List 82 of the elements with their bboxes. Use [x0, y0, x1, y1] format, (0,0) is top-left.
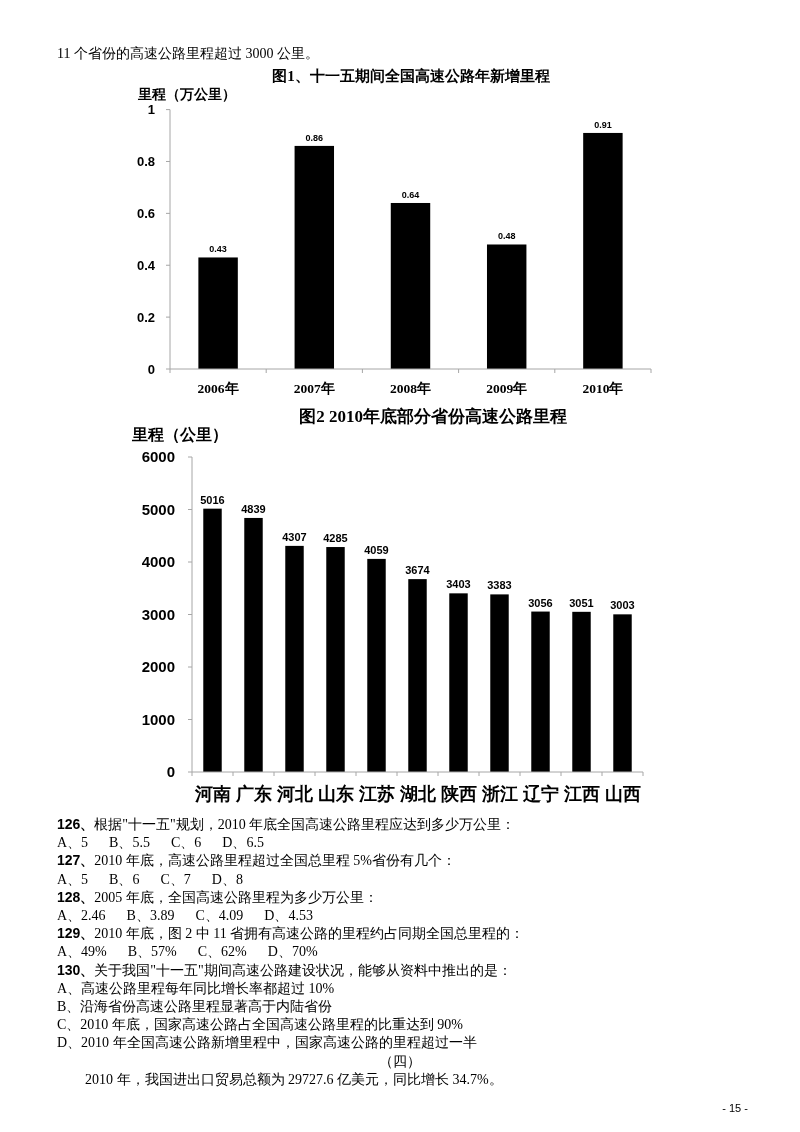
- data-label: 3056: [528, 596, 553, 609]
- x-tick-label: 河南: [193, 784, 231, 804]
- x-tick-label: 2008年: [390, 381, 431, 396]
- text: 2010 年，我国进出口贸易总额为 29727.6 亿美元，同比增长 34.7%。: [85, 1071, 503, 1087]
- bar: [203, 508, 222, 772]
- x-tick-label: 山东: [317, 784, 354, 804]
- text: （四）: [379, 1053, 421, 1069]
- data-label: 3674: [405, 564, 431, 577]
- bar: [244, 517, 263, 772]
- y-axis-title: 里程（公里）: [131, 426, 228, 444]
- data-label: 4285: [323, 532, 348, 545]
- y-tick-label: 5000: [141, 500, 175, 518]
- data-label: 0.86: [305, 132, 324, 143]
- bar: [390, 202, 431, 369]
- bar: [326, 547, 345, 772]
- y-tick-label: 0.6: [136, 206, 155, 222]
- y-tick-label: 1: [147, 102, 155, 118]
- text: A、高速公路里程每年同比增长率都超过 10%: [57, 980, 335, 996]
- bar: [367, 558, 386, 772]
- y-tick-label: 6000: [141, 448, 175, 466]
- data-label: 4059: [364, 543, 389, 556]
- text: - 15 -: [722, 1102, 749, 1114]
- bar: [572, 611, 591, 772]
- text: 11 个省份的高速公路里程超过 3000 公里。: [57, 46, 319, 61]
- x-tick-label: 辽宁: [521, 784, 559, 804]
- y-tick-label: 3000: [141, 605, 175, 623]
- data-label: 3383: [487, 579, 512, 592]
- bar: [285, 545, 304, 772]
- text: 128、2005 年底，全国高速公路里程为多少万公里：: [57, 888, 378, 905]
- bar: [198, 257, 238, 369]
- x-tick-label: 江苏: [357, 784, 395, 804]
- text: A、5 B、5.5 C、6 D、6.5: [57, 835, 264, 851]
- y-tick-label: 0: [147, 361, 155, 377]
- bar: [583, 132, 623, 369]
- y-tick-label: 0.4: [136, 257, 156, 273]
- data-label: 0.91: [594, 119, 612, 130]
- bar: [486, 244, 527, 369]
- data-label: 0.64: [401, 189, 420, 200]
- x-tick-label: 河北: [275, 784, 314, 804]
- y-tick-label: 0: [166, 763, 175, 781]
- chart-title: 图2 2010年底部分省份高速公路里程: [299, 407, 567, 426]
- x-tick-label: 浙江: [480, 784, 518, 804]
- x-tick-label: 2009年: [486, 381, 528, 396]
- data-label: 3051: [569, 596, 594, 609]
- x-tick-label: 江西: [562, 784, 600, 804]
- text: A、5 B、6 C、7 D、8: [57, 871, 243, 887]
- data-label: 0.43: [209, 244, 227, 255]
- text: 129、2010 年底，图 2 中 11 省拥有高速公路的里程约占同期全国总里程的：: [57, 925, 525, 942]
- text: D、2010 年全国高速公路新增里程中，国家高速公路的里程超过一半: [57, 1035, 477, 1051]
- text: 127、2010 年底，高速公路里程超过全国总里程 5%省份有几个：: [57, 852, 457, 869]
- data-label: 4307: [282, 530, 307, 543]
- data-label: 3003: [610, 599, 635, 612]
- bar: [294, 145, 335, 369]
- text: A、49% B、57% C、62% D、70%: [57, 944, 318, 960]
- text: A、2.46 B、3.89 C、4.09 D、4.53: [57, 908, 313, 923]
- y-tick-label: 0.2: [136, 309, 155, 325]
- y-tick-label: 2000: [141, 658, 175, 676]
- data-label: 5016: [200, 493, 225, 506]
- x-tick-label: 陕西: [440, 784, 477, 804]
- x-tick-label: 湖北: [398, 784, 437, 804]
- text: B、沿海省份高速公路里程显著高于内陆省份: [57, 999, 333, 1014]
- text: C、2010 年底，国家高速公路占全国高速公路里程的比重达到 90%: [57, 1017, 464, 1033]
- y-tick-label: 4000: [141, 553, 175, 571]
- bar: [613, 614, 632, 772]
- x-tick-label: 2007年: [293, 381, 335, 396]
- text: 126、根据"十一五"规划，2010 年底全国高速公路里程应达到多少万公里：: [57, 816, 516, 832]
- data-label: 3403: [446, 578, 471, 591]
- x-tick-label: 2010年: [582, 381, 624, 396]
- y-tick-label: 0.8: [136, 154, 155, 170]
- text: 130、关于我国"十一五"期间高速公路建设状况，能够从资料中推出的是：: [57, 961, 512, 978]
- y-tick-label: 1000: [141, 710, 175, 728]
- x-tick-label: 2006年: [197, 381, 239, 396]
- x-tick-label: 山西: [604, 784, 641, 804]
- y-axis-title: 里程（万公里）: [137, 87, 236, 102]
- bar: [449, 593, 468, 772]
- x-tick-label: 广东: [234, 784, 272, 804]
- bar: [408, 579, 427, 772]
- bar: [531, 611, 550, 772]
- bar: [490, 594, 509, 772]
- data-label: 4839: [241, 502, 266, 515]
- chart-title: 图1、十一五期间全国高速公路年新增里程: [272, 67, 550, 84]
- data-label: 0.48: [497, 231, 516, 242]
